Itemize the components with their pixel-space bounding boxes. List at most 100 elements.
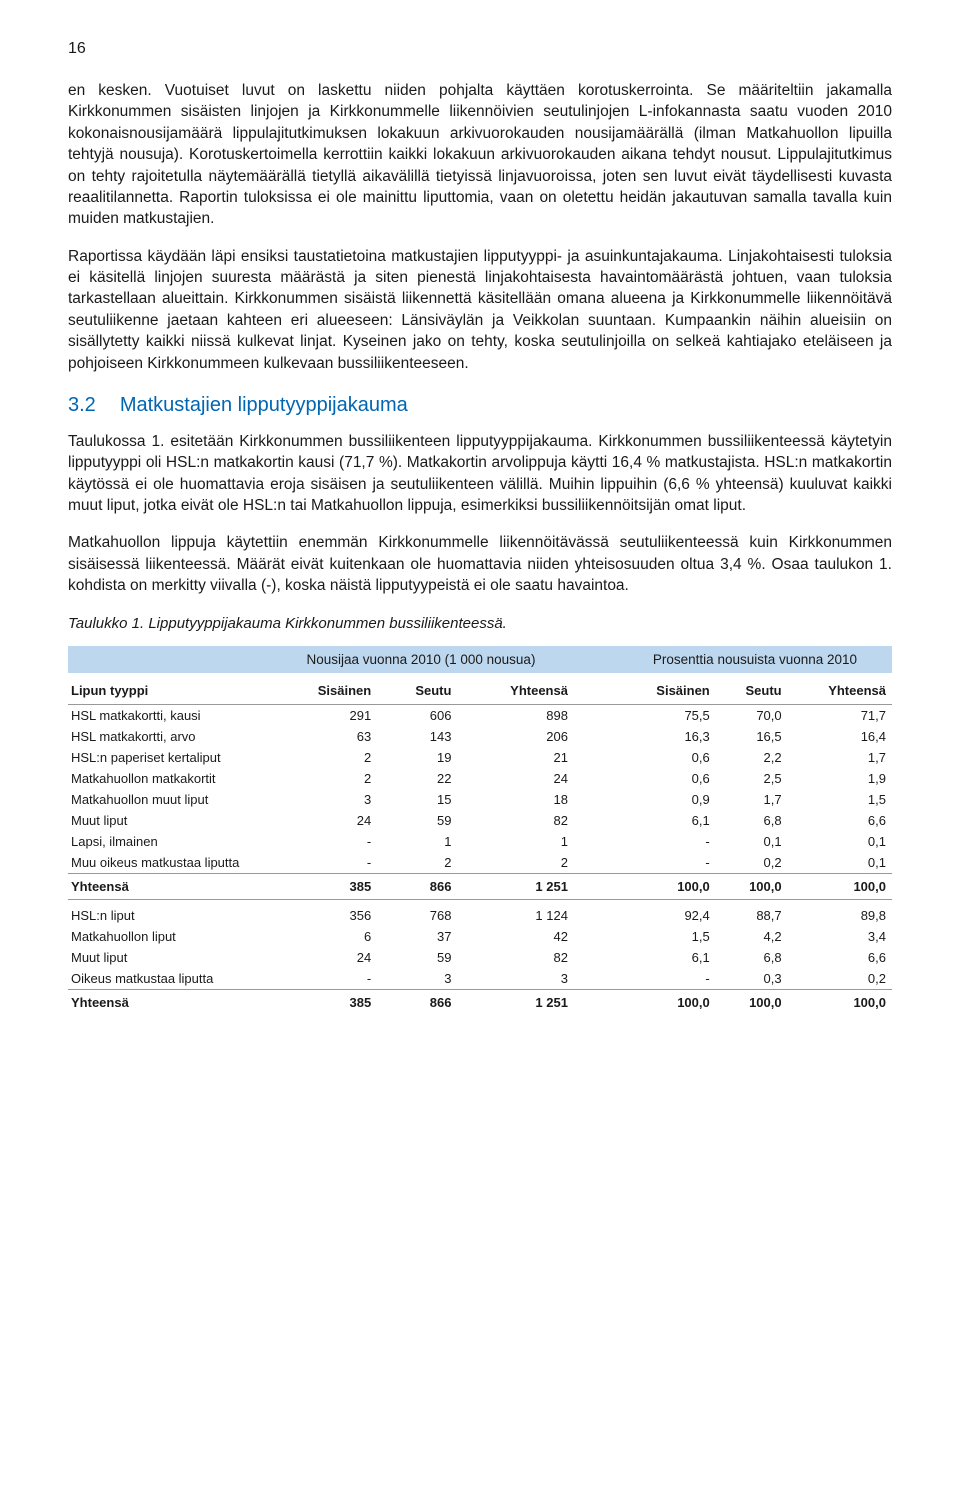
cell: 0,6 — [618, 768, 716, 789]
cell: - — [618, 968, 716, 990]
table-row: Lapsi, ilmainen-11-0,10,1 — [68, 831, 892, 852]
group-header-right: Prosenttia nousuista vuonna 2010 — [618, 646, 892, 673]
cell: 768 — [377, 899, 457, 926]
cell: 22 — [377, 768, 457, 789]
cell: 70,0 — [716, 704, 788, 726]
cell: 92,4 — [618, 899, 716, 926]
cell: 24 — [268, 810, 377, 831]
cell: 2 — [457, 852, 574, 874]
cell: 24 — [268, 947, 377, 968]
cell: 19 — [377, 747, 457, 768]
cell: 6,1 — [618, 810, 716, 831]
cell: 385 — [268, 989, 377, 1015]
row-label: Matkahuollon liput — [68, 926, 268, 947]
cell: 3 — [377, 968, 457, 990]
table-total-row: Yhteensä3858661 251100,0100,0100,0 — [68, 989, 892, 1015]
cell: 63 — [268, 726, 377, 747]
cell: 42 — [457, 926, 574, 947]
cell: 0,2 — [788, 968, 892, 990]
col-header-seutu-1: Seutu — [377, 673, 457, 705]
cell: 1 251 — [457, 989, 574, 1015]
table-caption: Taulukko 1. Lipputyyppijakauma Kirkkonum… — [68, 615, 892, 632]
page-number: 16 — [68, 40, 892, 58]
row-label: Lapsi, ilmainen — [68, 831, 268, 852]
row-label: HSL:n liput — [68, 899, 268, 926]
table-header-blank — [68, 646, 268, 673]
cell: 100,0 — [788, 873, 892, 899]
cell: 606 — [377, 704, 457, 726]
cell: - — [618, 831, 716, 852]
section-heading: 3.2 Matkustajien lipputyyppijakauma — [68, 394, 892, 417]
cell: - — [618, 852, 716, 874]
col-header-sisainen-1: Sisäinen — [268, 673, 377, 705]
table-row: Muu oikeus matkustaa liputta-22-0,20,1 — [68, 852, 892, 874]
cell: 100,0 — [788, 989, 892, 1015]
cell: - — [268, 852, 377, 874]
table-total-row: Yhteensä3858661 251100,0100,0100,0 — [68, 873, 892, 899]
cell: 16,3 — [618, 726, 716, 747]
cell: 2,5 — [716, 768, 788, 789]
cell: 37 — [377, 926, 457, 947]
cell: 898 — [457, 704, 574, 726]
cell: 2 — [268, 768, 377, 789]
cell: 100,0 — [618, 989, 716, 1015]
section-title: Matkustajien lipputyyppijakauma — [120, 394, 408, 416]
cell: 2,2 — [716, 747, 788, 768]
cell: 75,5 — [618, 704, 716, 726]
cell: 82 — [457, 947, 574, 968]
table-row: Oikeus matkustaa liputta-33-0,30,2 — [68, 968, 892, 990]
cell: 100,0 — [716, 873, 788, 899]
cell: 24 — [457, 768, 574, 789]
cell: 385 — [268, 873, 377, 899]
cell: 0,1 — [788, 852, 892, 874]
cell: 3,4 — [788, 926, 892, 947]
cell: 82 — [457, 810, 574, 831]
group-header-left: Nousijaa vuonna 2010 (1 000 nousua) — [268, 646, 574, 673]
cell: 16,4 — [788, 726, 892, 747]
cell: 866 — [377, 989, 457, 1015]
cell: 0,1 — [788, 831, 892, 852]
row-label: HSL matkakortti, kausi — [68, 704, 268, 726]
cell: 59 — [377, 810, 457, 831]
col-header-yhteensa-1: Yhteensä — [457, 673, 574, 705]
cell: 0,9 — [618, 789, 716, 810]
table-row: HSL matkakortti, kausi291606898 75,570,07… — [68, 704, 892, 726]
table-row: HSL matkakortti, arvo6314320616,316,516,… — [68, 726, 892, 747]
ticket-type-table: Nousijaa vuonna 2010 (1 000 nousua) Pros… — [68, 646, 892, 1015]
row-label: Muut liput — [68, 810, 268, 831]
cell: 143 — [377, 726, 457, 747]
cell: 6 — [268, 926, 377, 947]
cell: 291 — [268, 704, 377, 726]
row-label: Muut liput — [68, 947, 268, 968]
col-header-spacer — [574, 673, 618, 705]
table-row: Matkahuollon matkakortit222240,62,51,9 — [68, 768, 892, 789]
cell: 1,9 — [788, 768, 892, 789]
cell: 6,6 — [788, 947, 892, 968]
table-header-spacer — [574, 646, 618, 673]
cell: 71,7 — [788, 704, 892, 726]
cell: 18 — [457, 789, 574, 810]
cell: - — [268, 831, 377, 852]
table-row: HSL:n liput3567681 12492,488,789,8 — [68, 899, 892, 926]
table-row: Muut liput2459826,16,86,6 — [68, 947, 892, 968]
cell: 0,2 — [716, 852, 788, 874]
row-label: HSL:n paperiset kertaliput — [68, 747, 268, 768]
cell: 59 — [377, 947, 457, 968]
cell: 1 251 — [457, 873, 574, 899]
table-row: Matkahuollon muut liput315180,91,71,5 — [68, 789, 892, 810]
col-header-sisainen-2: Sisäinen — [618, 673, 716, 705]
cell: 6,8 — [716, 810, 788, 831]
cell: 6,6 — [788, 810, 892, 831]
cell: 356 — [268, 899, 377, 926]
cell: 100,0 — [716, 989, 788, 1015]
paragraph-2: Raportissa käydään läpi ensiksi taustati… — [68, 246, 892, 374]
row-label: Yhteensä — [68, 873, 268, 899]
table-row: HSL:n paperiset kertaliput219210,62,21,7 — [68, 747, 892, 768]
cell: 21 — [457, 747, 574, 768]
col-header-type: Lipun tyyppi — [68, 673, 268, 705]
cell: 4,2 — [716, 926, 788, 947]
cell: 0,6 — [618, 747, 716, 768]
col-header-yhteensa-2: Yhteensä — [788, 673, 892, 705]
section-number: 3.2 — [68, 394, 96, 416]
paragraph-4: Matkahuollon lippuja käytettiin enemmän … — [68, 532, 892, 596]
